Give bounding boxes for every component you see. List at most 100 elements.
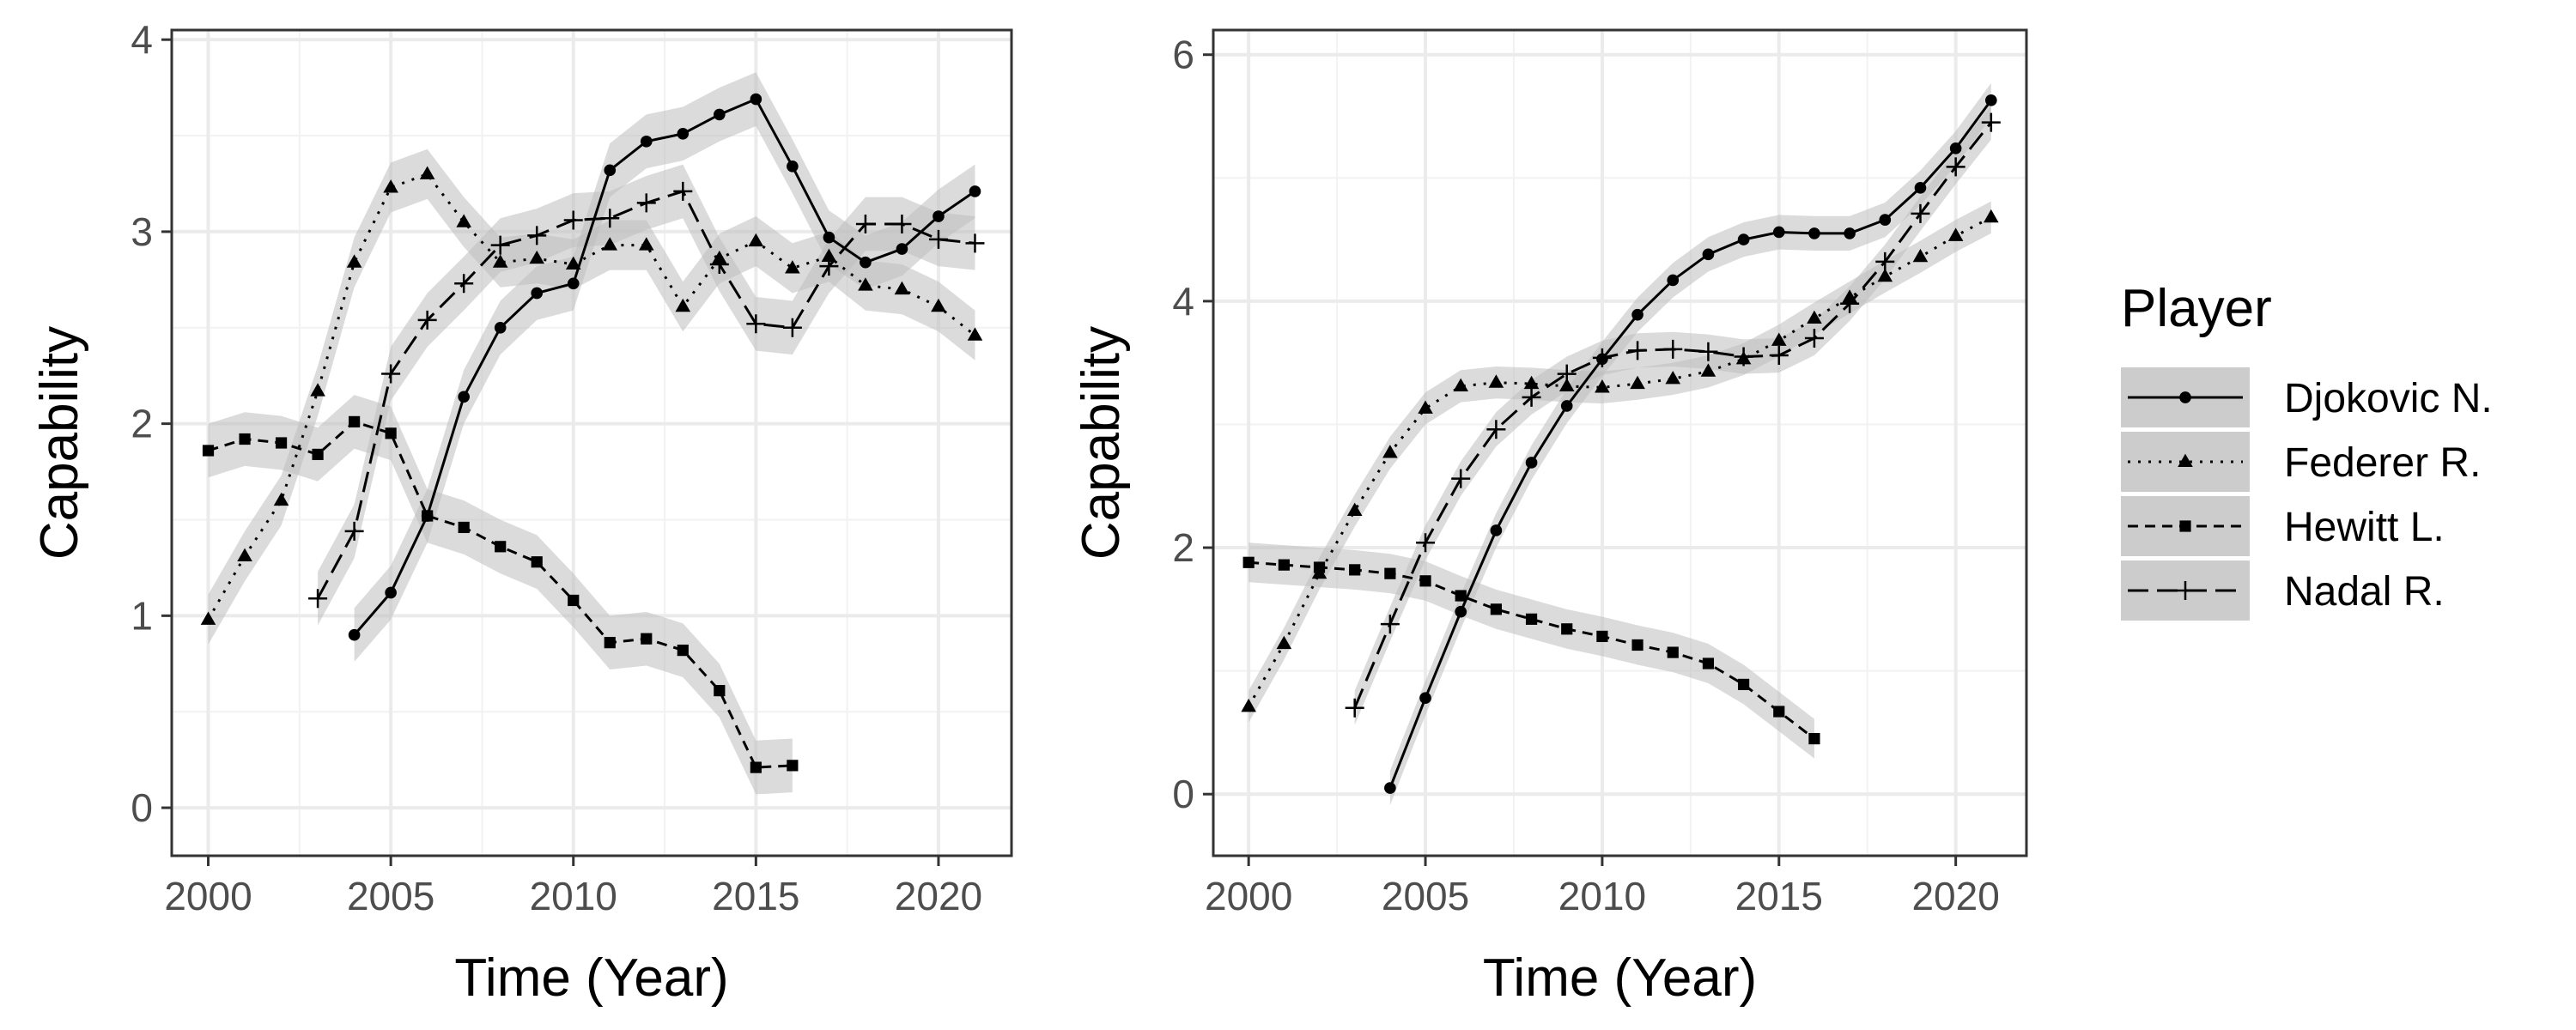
- point-federer-r: [675, 298, 691, 312]
- point-federer-r: [346, 254, 362, 268]
- band-federer-r: [208, 148, 975, 645]
- point-nadal-r: [965, 233, 985, 253]
- point-hewitt-l: [1384, 567, 1396, 579]
- legend-label: Federer R.: [2284, 440, 2481, 486]
- point-hewitt-l: [1242, 556, 1255, 568]
- x-tick-label: 2010: [530, 874, 617, 918]
- y-tick-label: 2: [131, 402, 153, 446]
- point-djokovic-n: [969, 185, 981, 197]
- point-nadal-r: [1380, 615, 1400, 634]
- point-nadal-r: [1911, 203, 1930, 223]
- point-federer-r: [1453, 378, 1469, 392]
- point-nadal-r: [1875, 251, 1895, 271]
- point-hewitt-l: [1525, 613, 1538, 625]
- point-nadal-r: [673, 181, 693, 201]
- point-nadal-r: [1557, 364, 1577, 384]
- point-djokovic-n: [1772, 226, 1785, 239]
- y-axis-title: Capability: [1072, 326, 1131, 560]
- point-djokovic-n: [1631, 308, 1643, 321]
- point-nadal-r: [782, 318, 802, 337]
- point-hewitt-l: [750, 761, 762, 773]
- legend-label: Djokovic N.: [2284, 376, 2493, 421]
- x-tick-label: 2020: [1911, 874, 1999, 918]
- point-hewitt-l: [787, 760, 799, 772]
- point-nadal-r: [1663, 339, 1683, 359]
- legend-key-marker: [2179, 520, 2191, 532]
- point-nadal-r: [381, 364, 401, 384]
- point-nadal-r: [600, 209, 620, 228]
- point-djokovic-n: [640, 135, 653, 148]
- point-hewitt-l: [312, 448, 324, 461]
- point-federer-r: [565, 256, 581, 270]
- point-nadal-r: [1592, 348, 1612, 367]
- point-federer-r: [1630, 375, 1645, 390]
- point-nadal-r: [1946, 157, 1965, 177]
- y-tick-label: 0: [131, 785, 153, 830]
- y-tick-label: 1: [131, 593, 153, 638]
- series-line-djokovic-n: [1388, 99, 1993, 789]
- y-tick-label: 0: [1172, 772, 1194, 816]
- point-nadal-r: [1486, 420, 1506, 439]
- left-panel: 2000 2005 2010 2015 2020 0 1 2 3 4 Time (Year) Capa…: [30, 17, 1013, 1008]
- point-djokovic-n: [1844, 227, 1856, 239]
- point-hewitt-l: [1349, 564, 1361, 576]
- point-federer-r: [858, 277, 873, 291]
- x-tick-label: 2000: [164, 874, 252, 918]
- point-hewitt-l: [1419, 575, 1431, 587]
- point-federer-r: [419, 166, 435, 179]
- band-nadal-r: [318, 164, 975, 626]
- point-federer-r: [310, 383, 325, 397]
- x-tick-label: 2005: [347, 874, 434, 918]
- y-tick-label: 2: [1172, 525, 1194, 570]
- x-tick-label: 2010: [1558, 874, 1646, 918]
- point-djokovic-n: [1702, 248, 1715, 261]
- point-djokovic-n: [1455, 605, 1467, 618]
- y-tick-label: 3: [131, 209, 153, 254]
- point-federer-r: [1595, 379, 1610, 393]
- point-djokovic-n: [1879, 214, 1892, 226]
- point-djokovic-n: [1914, 181, 1927, 194]
- point-djokovic-n: [1737, 233, 1750, 245]
- point-djokovic-n: [896, 243, 908, 255]
- point-nadal-r: [1416, 533, 1436, 553]
- point-djokovic-n: [1384, 782, 1396, 794]
- point-nadal-r: [1451, 469, 1471, 488]
- point-nadal-r: [819, 257, 839, 276]
- point-federer-r: [383, 179, 398, 193]
- point-hewitt-l: [385, 427, 397, 439]
- point-federer-r: [456, 214, 471, 227]
- point-djokovic-n: [750, 93, 762, 106]
- point-federer-r: [529, 250, 545, 264]
- point-nadal-r: [344, 521, 364, 541]
- point-djokovic-n: [458, 391, 470, 403]
- point-nadal-r: [527, 226, 547, 245]
- point-nadal-r: [892, 214, 912, 233]
- point-hewitt-l: [1631, 639, 1643, 651]
- point-hewitt-l: [1561, 623, 1573, 635]
- point-hewitt-l: [458, 521, 470, 534]
- point-djokovic-n: [1667, 274, 1680, 287]
- point-hewitt-l: [422, 510, 434, 522]
- point-nadal-r: [855, 214, 875, 233]
- point-federer-r: [931, 298, 946, 312]
- point-djokovic-n: [567, 277, 580, 290]
- point-djokovic-n: [714, 108, 726, 121]
- legend-label: Nadal R.: [2284, 569, 2445, 615]
- point-nadal-r: [636, 193, 656, 213]
- point-djokovic-n: [1949, 142, 1962, 154]
- y-tick-label: 4: [131, 17, 153, 62]
- point-federer-r: [273, 492, 289, 506]
- y-tick-label: 6: [1172, 33, 1194, 77]
- point-nadal-r: [1522, 387, 1541, 407]
- point-nadal-r: [1628, 341, 1648, 360]
- point-federer-r: [200, 611, 216, 625]
- point-federer-r: [638, 237, 654, 251]
- point-hewitt-l: [349, 415, 361, 427]
- point-hewitt-l: [202, 445, 215, 457]
- point-djokovic-n: [787, 161, 799, 173]
- point-federer-r: [492, 254, 508, 268]
- point-hewitt-l: [275, 437, 288, 449]
- point-federer-r: [1947, 227, 1964, 241]
- point-nadal-r: [454, 274, 474, 294]
